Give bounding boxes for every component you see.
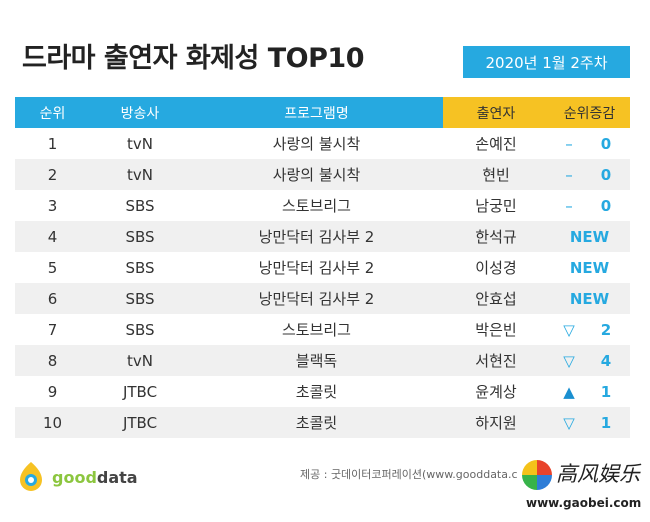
- rank-cell: 1: [47, 134, 58, 153]
- table-body: 1 tvN 사랑의 불시착 손예진 –0 2 tvN 사랑의 불시착 현빈 –0 3 SBS 스토브리그…: [15, 128, 630, 438]
- broadcaster-cell: tvN: [127, 351, 153, 370]
- rank-cell: 8: [47, 351, 58, 370]
- rank-cell: 5: [47, 258, 58, 277]
- no-change-icon: –: [565, 165, 573, 184]
- table-row: 6 SBS 낭만닥터 김사부 2 안효섭 NEW: [15, 283, 630, 314]
- rank-up-icon: ▲: [563, 382, 575, 401]
- rank-cell: 9: [47, 382, 58, 401]
- program-cell: 낭만닥터 김사부 2: [258, 228, 375, 246]
- rank-down-icon: ▽: [563, 351, 575, 370]
- program-cell: 초콜릿: [295, 414, 338, 432]
- program-cell: 스토브리그: [281, 321, 351, 339]
- program-cell: 블랙독: [295, 352, 338, 370]
- rank-cell: 7: [47, 320, 58, 339]
- rank-cell: 3: [47, 196, 58, 215]
- header-rank: 순위: [39, 105, 66, 122]
- table-row: 7 SBS 스토브리그 박은빈 ▽ 2: [15, 314, 630, 345]
- watermark-logo-icon: [522, 460, 552, 490]
- table-row: 9 JTBC 초콜릿 윤계상 ▲ 1: [15, 376, 630, 407]
- change-new-badge: NEW: [569, 289, 610, 308]
- change-value: 0: [600, 134, 612, 153]
- program-cell: 스토브리그: [281, 197, 351, 215]
- table-row: 5 SBS 낭만닥터 김사부 2 이성경 NEW: [15, 252, 630, 283]
- program-cell: 낭만닥터 김사부 2: [258, 259, 375, 277]
- program-cell: 초콜릿: [295, 383, 338, 401]
- rank-down-icon: ▽: [563, 320, 575, 339]
- gooddata-logo-icon: [20, 462, 42, 491]
- table-row: 10 JTBC 초콜릿 하지원 ▽ 1: [15, 407, 630, 438]
- watermark-url: www.gaobei.com: [526, 496, 642, 510]
- cast-cell: 한석규: [475, 228, 517, 246]
- table-row: 3 SBS 스토브리그 남궁민 – 0: [15, 190, 630, 221]
- cast-cell: 박은빈: [475, 321, 517, 339]
- program-cell: 사랑의 불시착: [272, 135, 361, 153]
- broadcaster-cell: JTBC: [122, 382, 158, 401]
- change-value: 4: [600, 351, 612, 370]
- change-value: 2: [600, 320, 612, 339]
- change-new-badge: NEW: [569, 258, 610, 277]
- rank-cell: 10: [42, 413, 63, 432]
- broadcaster-cell: tvN: [127, 165, 153, 184]
- change-value: 0: [600, 196, 612, 215]
- page-title: 드라마 출연자 화제성 TOP10: [22, 43, 365, 74]
- broadcaster-cell: SBS: [125, 320, 155, 339]
- cast-cell: 서현진: [475, 352, 517, 370]
- rank-cell: 2: [47, 165, 58, 184]
- cast-cell: 안효섭: [475, 290, 517, 308]
- change-value: 1: [600, 413, 612, 432]
- ranking-table: 순위 방송사 프로그램명 출연자 순위증감 1 tvN 사랑의 불시착 손예진 – 0 2 t…: [15, 97, 630, 438]
- broadcaster-cell: tvN: [127, 134, 153, 153]
- broadcaster-cell: SBS: [125, 289, 155, 308]
- gooddata-logo: gooddata: [16, 460, 138, 494]
- change-value: 1: [600, 382, 612, 401]
- cast-cell: 하지원: [475, 414, 517, 432]
- broadcaster-cell: SBS: [125, 196, 155, 215]
- cast-cell: 윤계상: [475, 383, 517, 401]
- table-row: 2 tvN 사랑의 불시착 현빈 – 0: [15, 159, 630, 190]
- program-cell: 낭만닥터 김사부 2: [258, 290, 375, 308]
- header-change: 순위증감: [549, 97, 630, 128]
- table-row: 8 tvN 블랙독 서현진 ▽ 4: [15, 345, 630, 376]
- table-row: 4 SBS 낭만닥터 김사부 2 한석규 NEW: [15, 221, 630, 252]
- broadcaster-cell: SBS: [125, 227, 155, 246]
- no-change-icon: –: [565, 134, 573, 153]
- table-row: 1 tvN 사랑의 불시착 손예진 – 0: [15, 128, 630, 159]
- rank-cell: 6: [47, 289, 58, 308]
- change-value: 0: [600, 165, 612, 184]
- program-cell: 사랑의 불시착: [272, 166, 361, 184]
- rank-cell: 4: [47, 227, 58, 246]
- logo-text: gooddata: [52, 467, 138, 487]
- cast-cell: 현빈: [482, 166, 510, 184]
- watermark: 高风娱乐 www.gaobei.com: [522, 458, 644, 516]
- rank-down-icon: ▽: [563, 413, 575, 432]
- no-change-icon: –: [565, 196, 573, 215]
- cast-cell: 이성경: [475, 259, 517, 277]
- header-program: 프로그램명: [284, 105, 349, 122]
- change-new-badge: NEW: [569, 227, 610, 246]
- watermark-text: 高风娱乐: [556, 462, 640, 486]
- table-header: 순위 방송사 프로그램명 출연자 순위증감: [15, 97, 630, 128]
- header-broadcaster: 방송사: [120, 105, 160, 122]
- source-credit: 제공 : 굿데이터코퍼레이션(www.gooddata.c: [300, 468, 518, 481]
- date-badge: 2020년 1월 2주차: [463, 46, 630, 78]
- broadcaster-cell: JTBC: [122, 413, 158, 432]
- broadcaster-cell: SBS: [125, 258, 155, 277]
- header-cast: 출연자: [443, 97, 549, 128]
- cast-cell: 남궁민: [475, 197, 517, 215]
- cast-cell: 손예진: [475, 135, 517, 153]
